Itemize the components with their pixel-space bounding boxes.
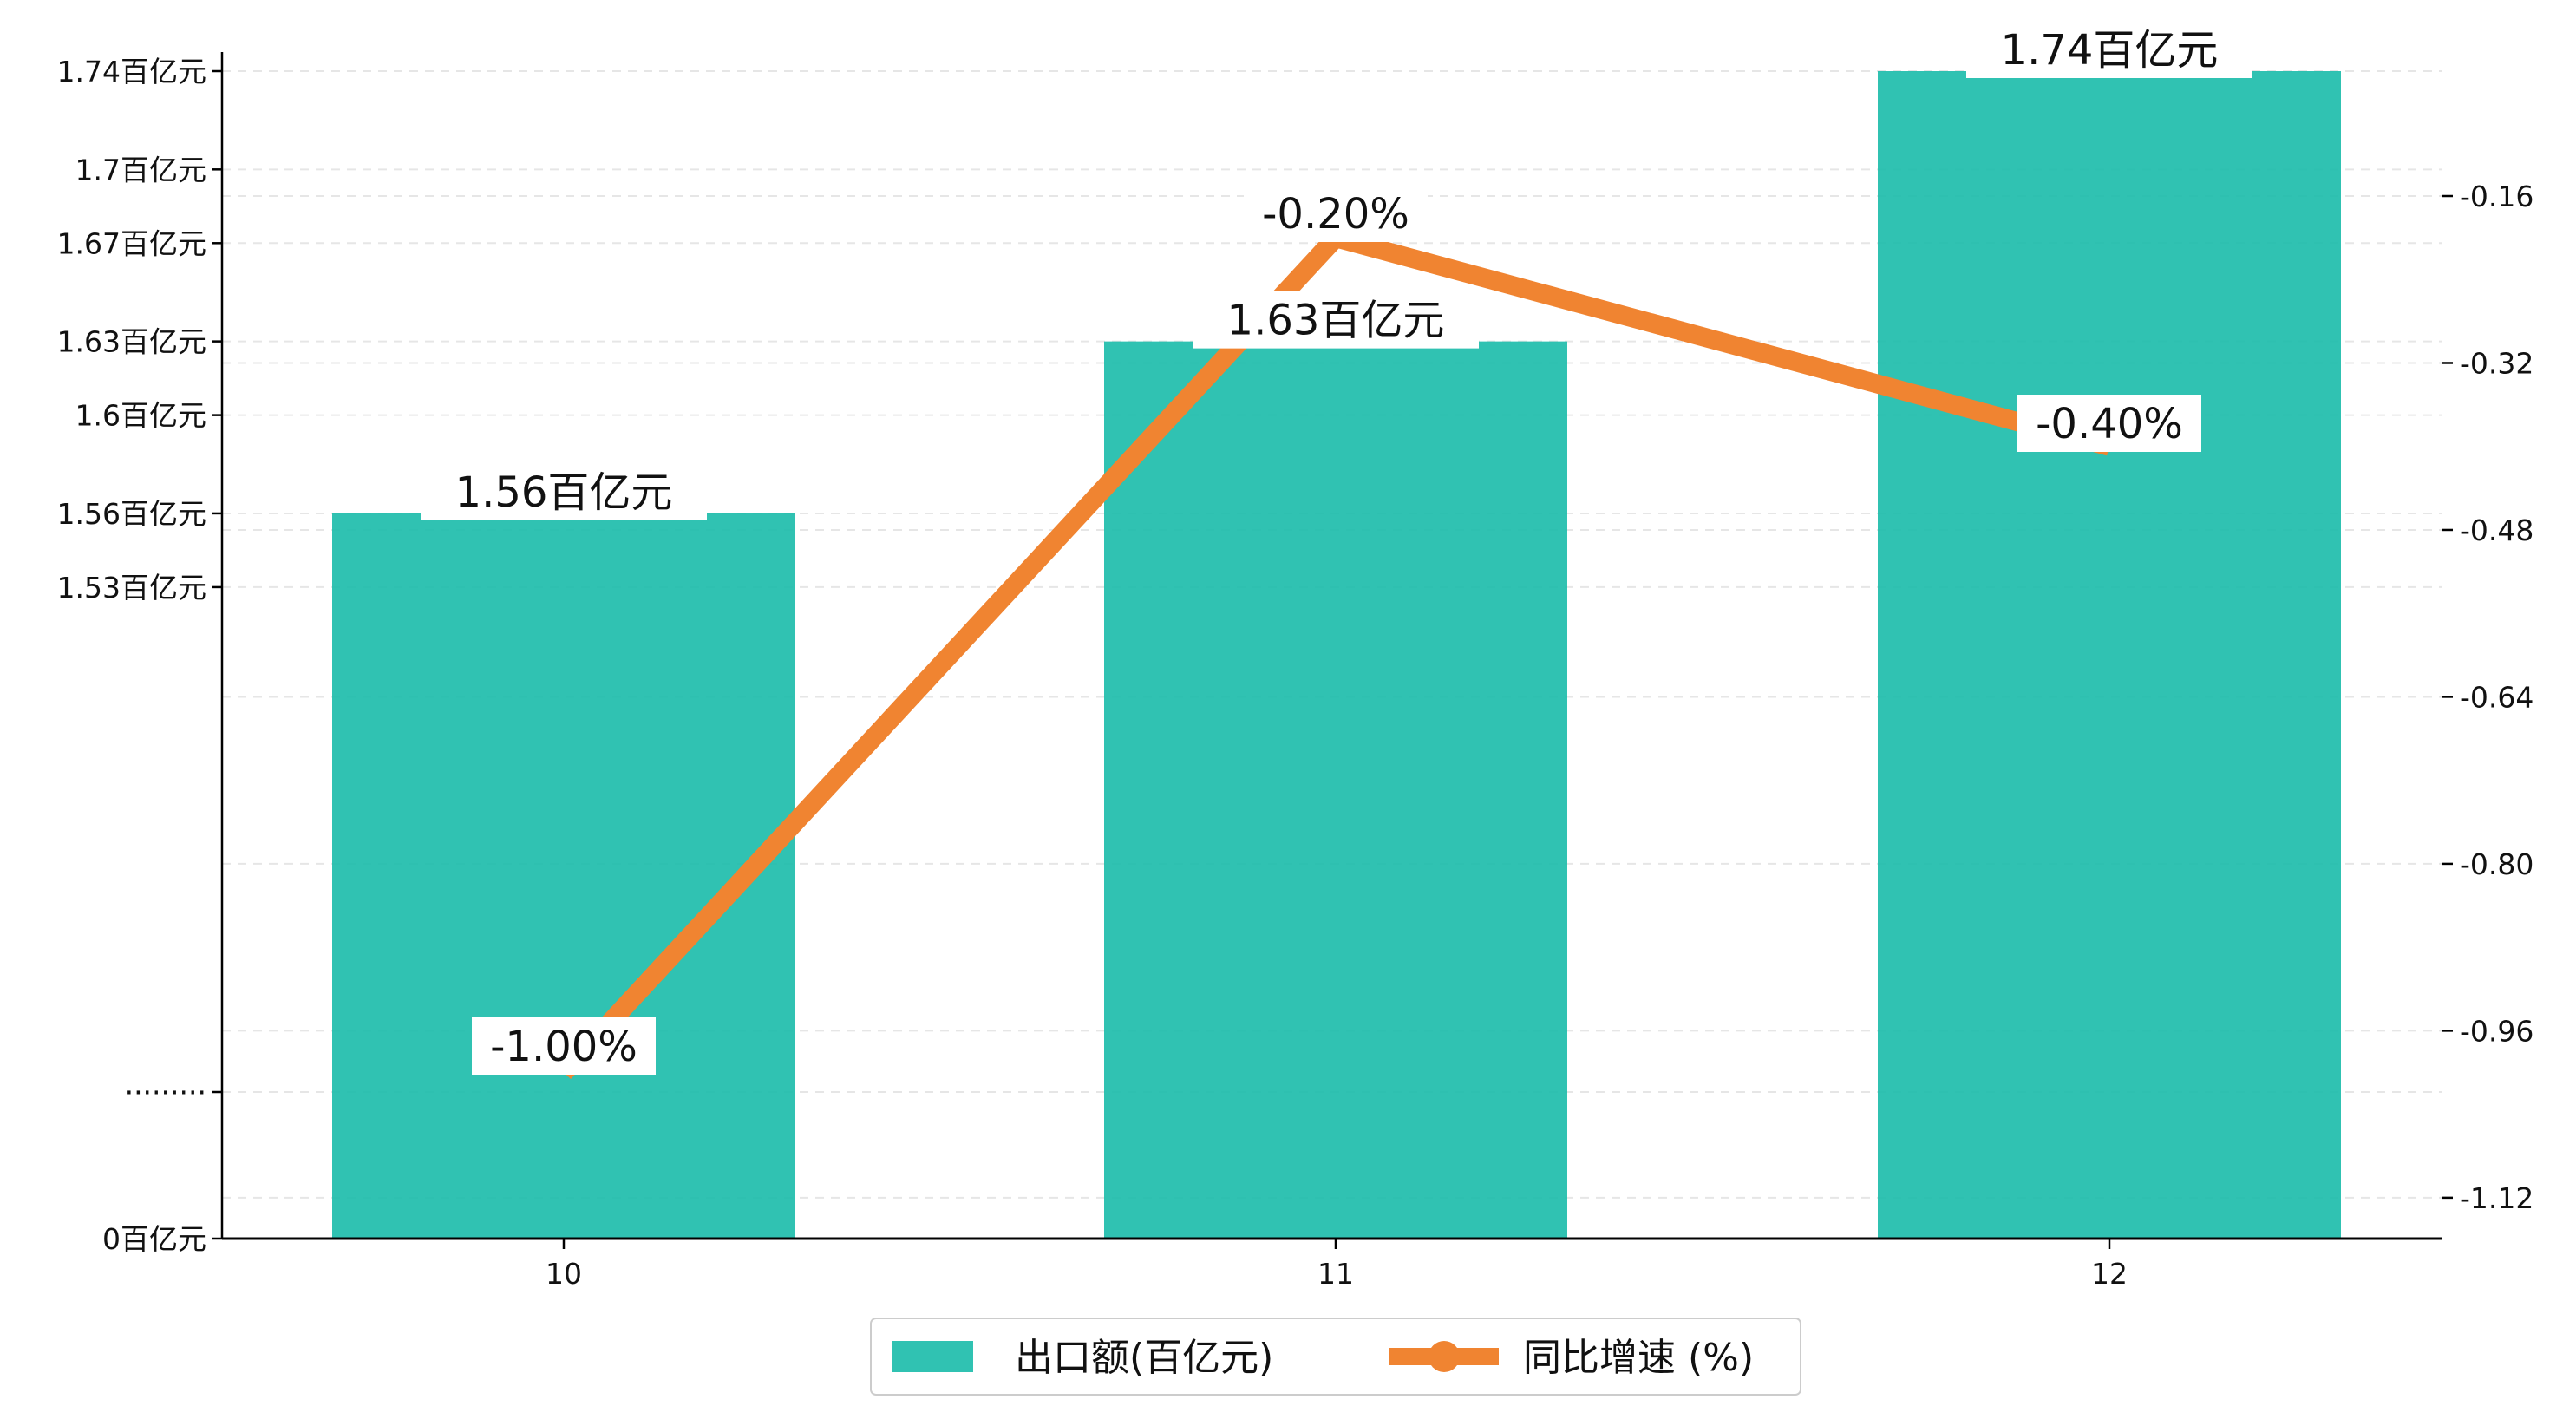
legend: 出口额(百亿元) 同比增速 (%) xyxy=(870,1318,1801,1396)
legend-label-export: 出口额(百亿元) xyxy=(1015,1336,1273,1380)
left-tick-label: 1.74百亿元 xyxy=(57,55,206,88)
line-value-label: -0.20% xyxy=(1262,190,1409,239)
left-tick-label: 1.7百亿元 xyxy=(75,153,206,186)
bar-value-label: 1.56百亿元 xyxy=(455,468,673,517)
x-tick-label: 12 xyxy=(2091,1257,2128,1291)
line-value-label-box xyxy=(2017,395,2201,452)
left-tick-label: 1.6百亿元 xyxy=(75,399,206,433)
right-tick-label: -0.80 xyxy=(2460,847,2534,881)
right-tick-label: -1.12 xyxy=(2460,1181,2534,1215)
left-tick-label: 1.56百亿元 xyxy=(57,497,206,531)
line-value-label: -1.00% xyxy=(490,1023,637,1071)
line-value-label-box xyxy=(472,1017,656,1075)
axes: 0百亿元 ········· 1.53百亿元 1.56百亿元 1.6百亿元 1.63百亿元… xyxy=(57,52,2534,1291)
data-labels: 1.56百亿元 1.63百亿元 1.74百亿元 -1.00% -0.20% -0.40% xyxy=(421,21,2252,1075)
legend-bar-swatch xyxy=(892,1341,973,1372)
right-tick-label: -0.48 xyxy=(2460,513,2534,547)
right-tick-label: -0.32 xyxy=(2460,346,2534,380)
bar-series xyxy=(332,71,2341,1239)
line-value-label-box xyxy=(1244,185,1428,242)
left-tick-label: 0百亿元 xyxy=(102,1222,206,1256)
bar-12 xyxy=(1878,71,2341,1239)
right-tick-label: -0.64 xyxy=(2460,680,2534,714)
bar-value-label-box xyxy=(1966,21,2252,78)
bar-value-label-box xyxy=(1193,291,1479,349)
legend-frame xyxy=(870,1318,1801,1396)
x-tick-label: 11 xyxy=(1317,1257,1354,1291)
line-value-label: -0.40% xyxy=(2036,400,2183,448)
legend-line-marker xyxy=(1429,1341,1460,1372)
legend-label-growth: 同比增速 (%) xyxy=(1523,1336,1754,1380)
left-tick-label: 1.63百亿元 xyxy=(57,325,206,359)
left-tick-label: ········· xyxy=(125,1076,206,1109)
bar-value-label: 1.63百亿元 xyxy=(1227,297,1445,345)
right-tick-label: -0.16 xyxy=(2460,180,2534,213)
x-tick-label: 10 xyxy=(546,1257,582,1291)
bar-11 xyxy=(1104,341,1567,1239)
bar-value-label: 1.74百亿元 xyxy=(2001,26,2219,75)
left-tick-label: 1.53百亿元 xyxy=(57,571,206,605)
bar-10 xyxy=(332,513,795,1239)
left-tick-label: 1.67百亿元 xyxy=(57,226,206,260)
right-tick-label: -0.96 xyxy=(2460,1014,2534,1048)
bar-value-label-box xyxy=(421,462,707,520)
